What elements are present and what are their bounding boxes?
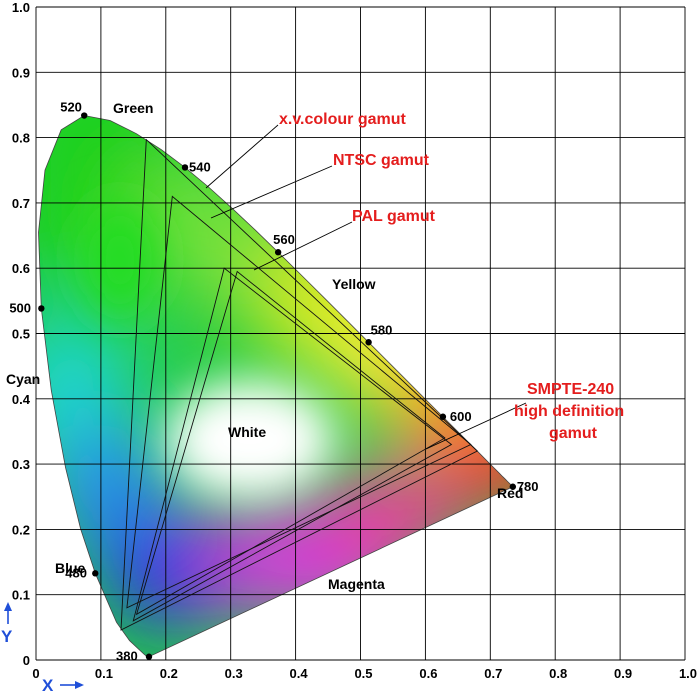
- gamut-triangle-1: [126, 195, 472, 609]
- x-tick-labels: 0 0.1 0.2 0.3 0.4 0.5 0.6 0.7 0.8 0.9 1.0: [32, 666, 697, 681]
- wavelength-label-780: 780: [517, 479, 539, 494]
- y-tick-labels: 0 0.1 0.2 0.3 0.4 0.5 0.6 0.7 0.8 0.9 1.0: [12, 0, 31, 668]
- y-axis-arrow: Y: [1, 602, 13, 646]
- wavelength-label-500: 500: [9, 300, 31, 315]
- x-axis-arrow: X: [42, 676, 84, 695]
- y-tick-label: 0.5: [12, 327, 30, 342]
- wavelength-point-580: [365, 339, 372, 346]
- wavelength-label-480: 480: [65, 565, 87, 580]
- wavelength-point-500: [38, 305, 45, 312]
- region-label-green: Green: [113, 100, 153, 116]
- wavelength-point-540: [181, 164, 189, 171]
- region-label-red: Red: [497, 485, 523, 501]
- y-tick-label: 1.0: [12, 0, 30, 15]
- gamut-triangle-0: [120, 138, 479, 631]
- x-tick-label: 0.3: [225, 666, 243, 681]
- x-tick-label: 0.1: [95, 666, 113, 681]
- wavelength-point-380: [145, 653, 153, 660]
- leader-smpte: [425, 402, 527, 450]
- wavelength-point-480: [92, 570, 99, 577]
- leader-pal: [253, 221, 353, 271]
- region-label-white: White: [228, 424, 266, 440]
- y-axis-letter: Y: [1, 627, 13, 646]
- gamut-triangle-2: [132, 267, 453, 622]
- wavelength-point-600: [439, 413, 447, 420]
- region-label-blue: Blue: [55, 560, 86, 576]
- y-tick-label: 0.3: [12, 457, 30, 472]
- gamut-label-smpte-line2: high definition: [514, 403, 624, 420]
- region-label-magenta: Magenta: [328, 576, 385, 592]
- grid: [35, 6, 686, 661]
- x-tick-label: 1.0: [679, 666, 697, 681]
- x-tick-label: 0.6: [419, 666, 437, 681]
- gamut-triangle-3: [135, 270, 446, 616]
- y-tick-label: 0.7: [12, 196, 30, 211]
- y-tick-label: 0.9: [12, 65, 30, 80]
- gamut-leader-lines: [205, 124, 527, 450]
- y-tick-label: 0.1: [12, 588, 30, 603]
- region-label-cyan: Cyan: [6, 371, 40, 387]
- wavelength-label-520: 520: [60, 100, 82, 115]
- x-tick-label: 0.4: [290, 666, 309, 681]
- gamut-label-pal: PAL gamut: [352, 208, 436, 225]
- x-tick-label: 0.7: [484, 666, 502, 681]
- wavelength-point-780: [509, 483, 517, 490]
- wavelength-point-520: [81, 112, 88, 119]
- x-tick-label: 0: [32, 666, 39, 681]
- y-tick-label: 0.6: [12, 261, 30, 276]
- gamut-label-xv: x.v.colour gamut: [279, 111, 407, 128]
- x-tick-label: 0.2: [160, 666, 178, 681]
- leader-xv: [205, 124, 279, 189]
- gamut-label-smpte-line1: SMPTE-240: [527, 381, 614, 398]
- x-tick-label: 0.5: [354, 666, 372, 681]
- wavelength-label-600: 600: [450, 409, 472, 424]
- wavelength-label-380: 380: [116, 649, 138, 664]
- wavelength-label-580: 580: [371, 322, 393, 337]
- wavelength-point-560: [274, 249, 282, 256]
- leader-ntsc: [210, 165, 333, 219]
- x-axis-letter: X: [42, 676, 54, 695]
- spectral-locus: [38, 115, 514, 658]
- y-tick-label: 0: [23, 653, 30, 668]
- y-tick-label: 0.8: [12, 131, 30, 146]
- x-tick-label: 0.8: [549, 666, 567, 681]
- region-label-yellow: Yellow: [332, 276, 376, 292]
- x-tick-label: 0.9: [614, 666, 632, 681]
- gamut-label-ntsc: NTSC gamut: [333, 152, 430, 169]
- gamut-triangles: [120, 138, 479, 631]
- gamut-label-smpte-line3: gamut: [549, 425, 598, 442]
- wavelength-label-540: 540: [189, 159, 211, 174]
- y-tick-label: 0.2: [12, 522, 30, 537]
- wavelength-label-560: 560: [273, 232, 295, 247]
- y-tick-label: 0.4: [12, 392, 31, 407]
- wavelength-markers: 380 480 500 520 540 560 580 600 780: [9, 100, 538, 664]
